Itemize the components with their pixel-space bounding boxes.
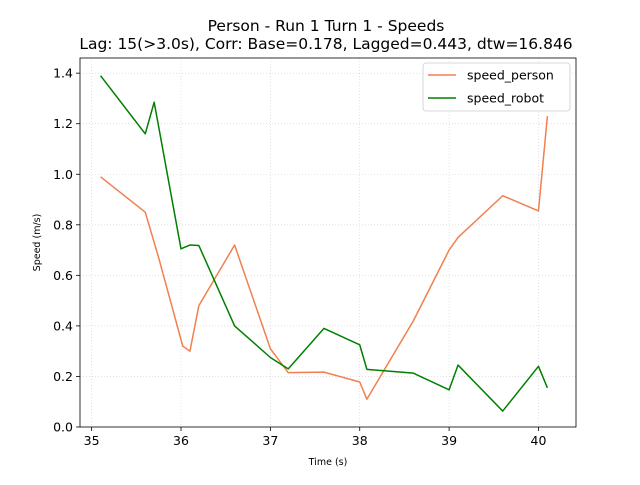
legend: speed_person speed_robot [422, 62, 571, 112]
y-tick-label: 0.4 [53, 318, 73, 333]
y-tick-label: 0.2 [53, 369, 73, 384]
y-tick-label: 0.0 [53, 420, 73, 435]
chart-subtitle: Lag: 15(>3.0s), Corr: Base=0.178, Lagged… [79, 35, 572, 53]
axis-ticks: 35 36 37 38 39 40 0.0 0.2 0.4 0.6 0.8 1.0 1.2 1.4 [53, 66, 546, 448]
chart-title: Person - Run 1 Turn 1 - Speeds [208, 17, 445, 35]
series-line-speed-person [100, 116, 549, 400]
axes-frame [79, 57, 577, 428]
x-axis-label: Time (s) [308, 457, 348, 468]
series-line-speed-robot [99, 75, 549, 412]
x-tick-label: 36 [173, 433, 189, 448]
legend-label-speed-robot: speed_robot [467, 91, 544, 106]
y-tick-label: 0.8 [53, 217, 73, 232]
x-tick-label: 40 [531, 433, 547, 448]
y-tick-label: 0.6 [53, 268, 73, 283]
series-lines [99, 75, 549, 412]
y-axis-label: Speed (m/s) [32, 214, 43, 272]
x-tick-label: 37 [262, 433, 278, 448]
y-tick-label: 1.4 [53, 66, 73, 81]
x-tick-label: 38 [352, 433, 368, 448]
y-tick-label: 1.2 [53, 116, 73, 131]
x-tick-label: 35 [84, 433, 100, 448]
x-tick-label: 39 [441, 433, 457, 448]
legend-box [422, 62, 571, 112]
y-tick-label: 1.0 [53, 167, 73, 182]
legend-label-speed-person: speed_person [467, 68, 554, 83]
